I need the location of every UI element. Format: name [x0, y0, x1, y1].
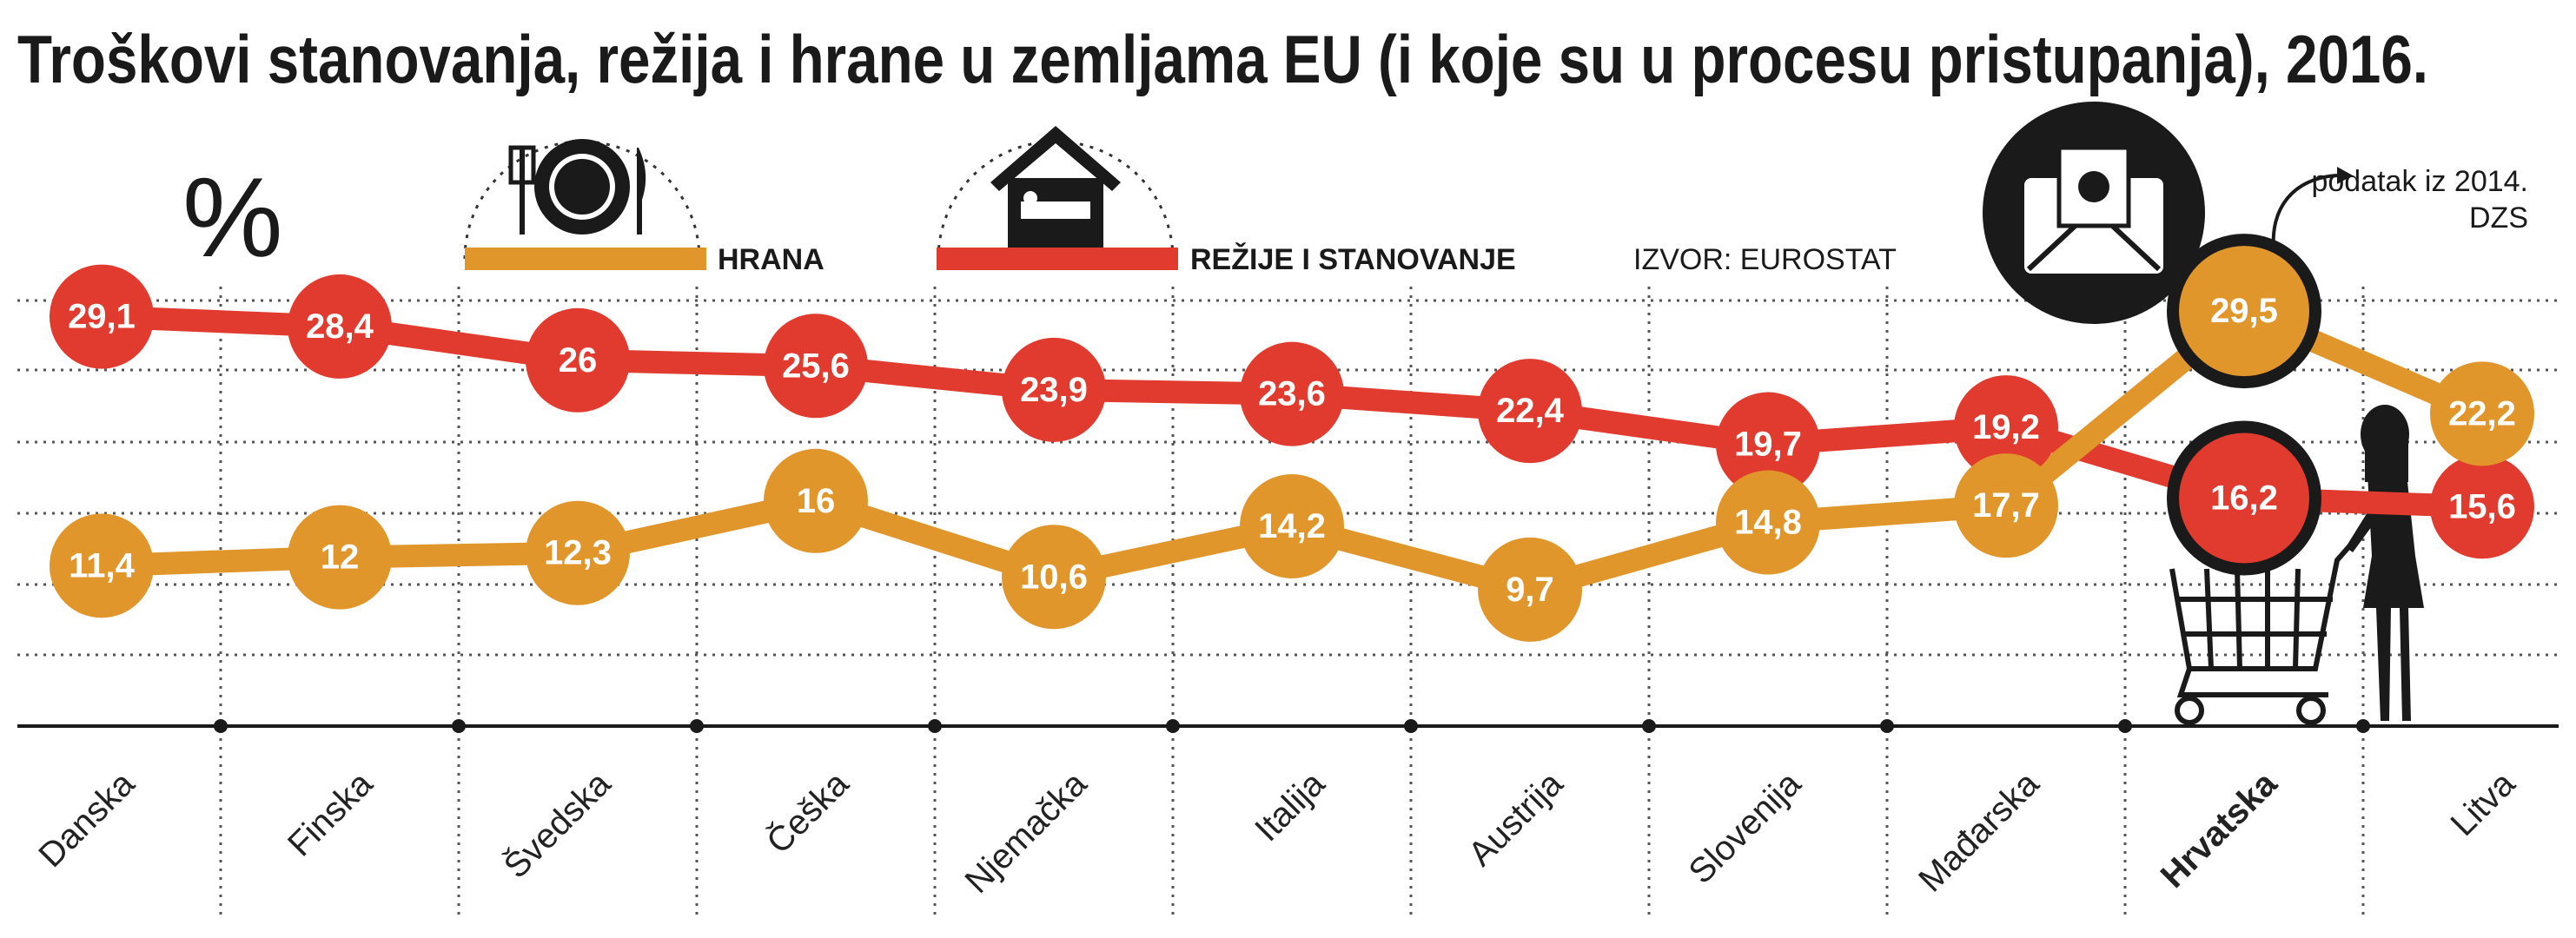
data-label: 16 [797, 482, 836, 520]
data-label: 15,6 [2448, 487, 2516, 525]
x-tick-label: Slovenija [1681, 764, 1808, 891]
data-point: 22,2 [2430, 361, 2534, 466]
data-point: 11,4 [50, 513, 154, 618]
data-point: 26 [526, 307, 630, 413]
data-point-marker [1240, 341, 1344, 446]
data-point-marker [764, 448, 868, 553]
data-label: 29,1 [68, 298, 136, 336]
legend-housing-swatch [937, 248, 1178, 270]
x-tick-label: Danska [31, 764, 142, 875]
x-tick-label: Njemačka [957, 764, 1094, 901]
data-point-marker [1478, 359, 1582, 464]
data-point-marker [1716, 392, 1820, 497]
data-point: 25,6 [764, 314, 868, 419]
x-tick-label: Finska [281, 764, 381, 864]
series-points: 29,1 28,4 26 25,6 23,9 23,6 22,4 19,7 19,2 16,2 15… [50, 234, 2534, 642]
data-point: 10,6 [1002, 525, 1106, 630]
data-point: 16,2 [2167, 420, 2321, 576]
x-tick-label: Austrija [1461, 764, 1571, 874]
data-point: 17,7 [1954, 453, 2058, 558]
data-label: 23,6 [1258, 375, 1326, 413]
data-point: 15,6 [2430, 454, 2534, 559]
shopping-cart-icon [2169, 544, 2353, 725]
arrow-head-icon [2337, 167, 2353, 184]
data-point-marker [2167, 420, 2321, 576]
plate-fork-knife-icon [463, 139, 701, 260]
legend-food-label: HRANA [718, 243, 824, 276]
x-tick-label: Mađarska [1911, 764, 2047, 900]
data-label: 26 [559, 341, 598, 380]
x-tick-label: Hrvatska [2154, 764, 2285, 895]
data-label: 28,4 [306, 307, 374, 346]
woman-shopper-icon [2346, 405, 2424, 721]
data-label: 10,6 [1020, 558, 1088, 596]
data-point-marker [1002, 525, 1106, 630]
data-label: 19,2 [1972, 408, 2040, 446]
data-point: 23,9 [1002, 337, 1106, 442]
data-label: 17,7 [1972, 486, 2040, 525]
data-label: 12 [321, 538, 360, 577]
x-tick-label: Češka [758, 763, 857, 862]
note-line1: podatak iz 2014. [2311, 165, 2528, 198]
legend-food-swatch [465, 248, 706, 270]
data-point: 29,1 [50, 264, 154, 369]
data-point-marker [1954, 375, 2058, 480]
chart-title: Troškovi stanovanja, režija i hrane u ze… [17, 21, 2428, 97]
data-point: 29,5 [2167, 234, 2321, 389]
data-point: 19,7 [1716, 392, 1820, 497]
data-point-marker [1716, 470, 1820, 575]
data-point: 14,8 [1716, 470, 1820, 575]
data-point: 22,4 [1478, 359, 1582, 464]
data-point-marker [50, 264, 154, 369]
data-label: 19,7 [1734, 426, 1802, 464]
data-label: 12,3 [544, 534, 612, 572]
data-point-marker [2167, 234, 2321, 389]
data-point: 16 [764, 448, 868, 553]
data-label: 25,6 [782, 347, 850, 385]
data-point: 23,6 [1240, 341, 1344, 446]
data-point: 12 [288, 505, 392, 610]
data-label: 22,4 [1496, 392, 1565, 430]
data-point-marker [50, 513, 154, 618]
data-label: 29,5 [2210, 292, 2278, 330]
data-point: 12,3 [526, 500, 630, 605]
data-point-marker [1240, 473, 1344, 578]
data-point-marker [526, 307, 630, 413]
legend-housing-label: REŽIJE I STANOVANJE [1190, 243, 1516, 276]
data-point: 19,2 [1954, 375, 2058, 480]
note-line2: DZS [2469, 201, 2528, 234]
data-point-marker [2430, 454, 2534, 559]
house-bed-icon [937, 126, 1175, 260]
data-point: 9,7 [1478, 537, 1582, 642]
data-label: 22,2 [2448, 394, 2516, 433]
data-label: 23,9 [1020, 371, 1088, 409]
data-point-marker [1954, 453, 2058, 558]
data-point-marker [764, 314, 868, 419]
data-point-marker [1478, 537, 1582, 642]
x-tick-label: Švedska [496, 763, 619, 886]
data-point-marker [2430, 361, 2534, 466]
data-point: 14,2 [1240, 473, 1344, 578]
data-point: 28,4 [288, 274, 392, 379]
data-point-marker [526, 500, 630, 605]
data-point-marker [288, 274, 392, 379]
x-tick-label: Italija [1248, 764, 1333, 849]
data-label: 11,4 [69, 546, 135, 585]
data-label: 9,7 [1506, 571, 1554, 609]
data-label: 14,2 [1258, 507, 1326, 545]
unit-label: % [182, 154, 283, 281]
data-point-marker [288, 505, 392, 610]
envelope-money-icon [1983, 102, 2205, 324]
data-label: 14,8 [1734, 504, 1802, 542]
data-label: 16,2 [2210, 479, 2278, 518]
source-label: IZVOR: EUROSTAT [1633, 243, 1897, 276]
data-point-marker [1002, 337, 1106, 442]
x-tick-label: Litva [2444, 764, 2523, 843]
x-axis-labels: Danska Finska Švedska Češka Njemačka Italija A… [31, 763, 2523, 901]
